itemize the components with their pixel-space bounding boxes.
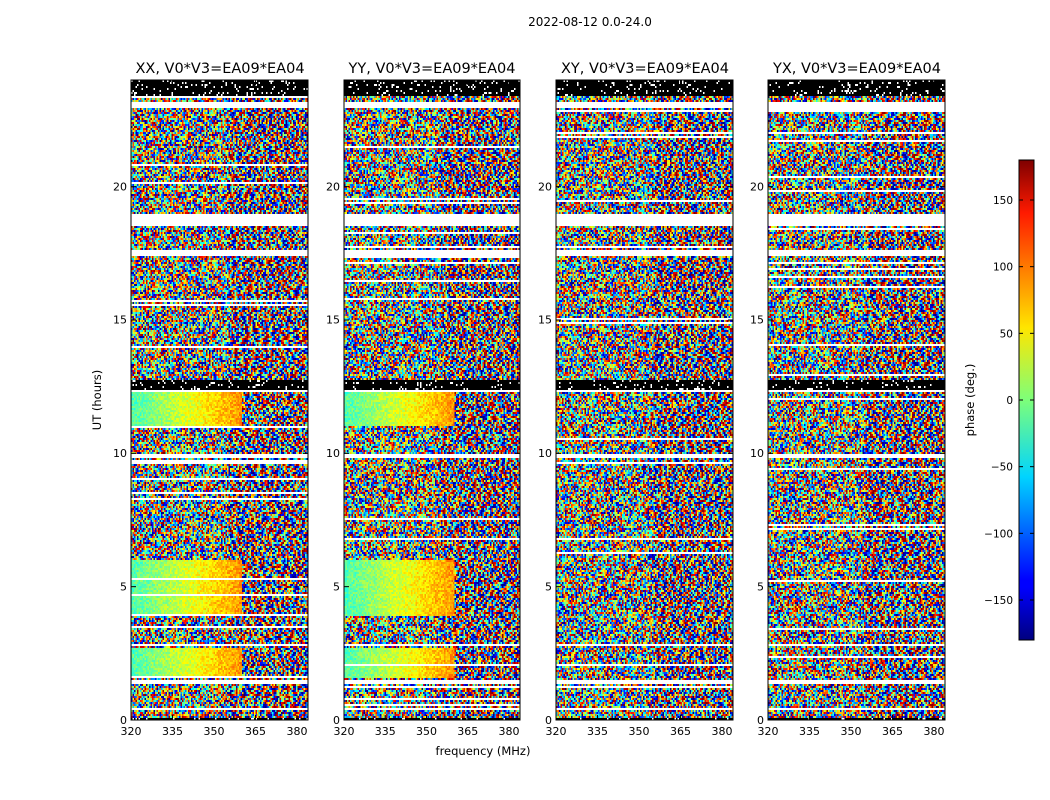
heatmap-image [344, 80, 520, 720]
y-tick-label: 5 [120, 580, 127, 593]
figure-title: 2022-08-12 0.0-24.0 [528, 15, 652, 29]
panel-yx: YX, V0*V3=EA09*EA04 320 335 350 365 380 … [750, 61, 946, 738]
y-tick-label: 20 [326, 180, 340, 193]
colorbar-tick-label: 50 [1000, 328, 1013, 340]
axes-frame-yx [767, 79, 946, 721]
x-tick-label: 380 [499, 725, 520, 738]
y-tick-label: 10 [326, 447, 340, 460]
heatmap-yy [343, 80, 520, 721]
x-tick-label: 380 [287, 725, 308, 738]
x-ticks-xx: 320 335 350 365 380 [121, 725, 308, 738]
panel-title-xy: XY, V0*V3=EA09*EA04 [561, 61, 729, 77]
y-tick-label: 5 [545, 580, 552, 593]
colorbar-ticks: 150 100 50 0 −50 −100 −150 [984, 195, 1034, 607]
y-tick-label: 0 [545, 714, 552, 727]
y-tick-label: 20 [113, 180, 127, 193]
x-tick-label: 320 [758, 725, 779, 738]
y-tick-label: 20 [538, 180, 552, 193]
y-tick-label: 0 [757, 714, 764, 727]
x-tick-label: 335 [375, 725, 396, 738]
y-axis-label: UT (hours) [90, 370, 104, 430]
x-ticks-yy: 320 335 350 365 380 [334, 725, 520, 738]
x-ticks-xy: 320 335 350 365 380 [546, 725, 733, 738]
y-tick-label: 10 [750, 447, 764, 460]
y-tick-label: 5 [333, 580, 340, 593]
x-tick-label: 365 [670, 725, 691, 738]
x-tick-label: 335 [162, 725, 183, 738]
y-tick-label: 20 [750, 180, 764, 193]
panel-xy: XY, V0*V3=EA09*EA04 320 335 350 365 380 … [538, 61, 734, 738]
panel-yy: YY, V0*V3=EA09*EA04 320 335 350 365 380 … [326, 61, 521, 738]
x-tick-label: 365 [882, 725, 903, 738]
panel-xx: XX, V0*V3=EA09*EA04 320 335 350 365 380 … [113, 61, 309, 738]
x-tick-label: 365 [245, 725, 266, 738]
x-tick-label: 320 [334, 725, 355, 738]
y-tick-label: 0 [333, 714, 340, 727]
y-tick-label: 5 [757, 580, 764, 593]
y-tick-label: 15 [538, 314, 552, 327]
colorbar-tick-label: 100 [993, 262, 1013, 274]
panel-title-xx: XX, V0*V3=EA09*EA04 [135, 61, 304, 77]
heatmap-image [131, 80, 308, 720]
x-tick-label: 350 [204, 725, 225, 738]
x-ticks-yx: 320 335 350 365 380 [758, 725, 945, 738]
panel-title-yx: YX, V0*V3=EA09*EA04 [772, 61, 941, 77]
x-tick-label: 380 [924, 725, 945, 738]
y-tick-label: 15 [326, 314, 340, 327]
y-ticks-xx: 0 5 10 15 20 [113, 180, 127, 727]
colorbar-tick-label: 150 [993, 195, 1013, 207]
axes-frame-xx [130, 79, 309, 721]
colorbar: 150 100 50 0 −50 −100 −150 phase (deg.) [963, 159, 1035, 641]
x-axis-label: frequency (MHz) [436, 744, 531, 758]
colorbar-tick-label: −50 [991, 462, 1013, 474]
heatmap-yx [767, 80, 945, 721]
y-ticks-yx: 0 5 10 15 20 [750, 180, 764, 727]
axes-frame-yy [343, 79, 521, 721]
y-tick-label: 15 [750, 314, 764, 327]
y-tick-label: 0 [120, 714, 127, 727]
x-tick-label: 320 [546, 725, 567, 738]
colorbar-tick-label: 0 [1006, 395, 1013, 407]
x-tick-label: 335 [587, 725, 608, 738]
x-tick-label: 320 [121, 725, 142, 738]
y-tick-label: 10 [538, 447, 552, 460]
x-tick-label: 350 [629, 725, 650, 738]
heatmap-image [556, 80, 733, 720]
colorbar-tick-label: −100 [984, 528, 1013, 540]
y-tick-label: 10 [113, 447, 127, 460]
x-tick-label: 365 [457, 725, 478, 738]
x-tick-label: 380 [712, 725, 733, 738]
colorbar-label: phase (deg.) [963, 364, 977, 437]
x-tick-label: 350 [416, 725, 437, 738]
x-tick-label: 350 [841, 725, 862, 738]
heatmap-xx [130, 80, 308, 721]
y-ticks-xy: 0 5 10 15 20 [538, 180, 552, 727]
axes-frame-xy [555, 79, 734, 721]
heatmap-xy [555, 80, 733, 721]
colorbar-tick-label: −150 [984, 595, 1013, 607]
y-ticks-yy: 0 5 10 15 20 [326, 180, 340, 727]
y-tick-label: 15 [113, 314, 127, 327]
panel-title-yy: YY, V0*V3=EA09*EA04 [348, 61, 516, 77]
x-tick-label: 335 [799, 725, 820, 738]
heatmap-image [768, 80, 945, 720]
